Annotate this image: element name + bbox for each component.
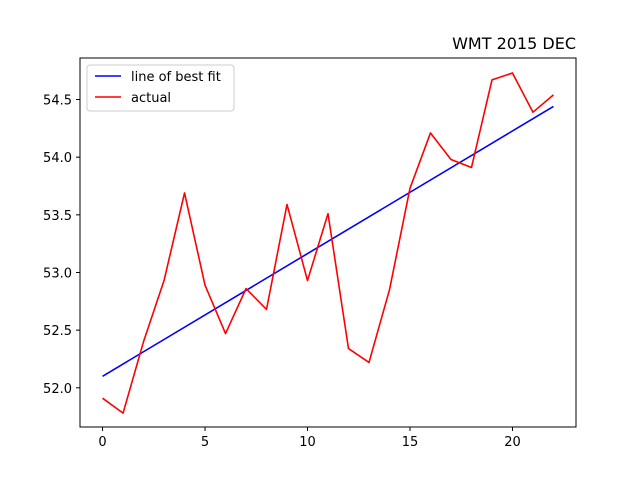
y-tick-label: 52.5	[43, 324, 72, 339]
legend-box	[86, 64, 235, 112]
series-line-1	[102, 72, 554, 414]
y-axis: 52.0 52.5 53.0 53.5 54.0 54.5	[43, 94, 80, 397]
x-axis: 0 5 10 15 20	[98, 427, 521, 450]
axes-frame	[79, 57, 577, 428]
x-tick-label: 15	[402, 435, 419, 450]
x-tick-label: 5	[201, 435, 209, 450]
y-tick-label: 54.5	[43, 94, 72, 109]
chart-title: WMT 2015 DEC	[452, 34, 576, 53]
x-tick-label: 10	[299, 435, 316, 450]
legend: line of best fit actual	[86, 64, 235, 112]
plot-area	[79, 57, 577, 428]
legend-label-1: actual	[131, 91, 171, 106]
legend-label-0: line of best fit	[131, 70, 221, 85]
x-tick-label: 20	[504, 435, 521, 450]
series-line-0	[102, 105, 554, 377]
y-tick-label: 53.0	[43, 266, 72, 281]
y-tick-label: 52.0	[43, 382, 72, 397]
x-tick-label: 0	[98, 435, 106, 450]
y-tick-label: 54.0	[43, 151, 72, 166]
y-tick-label: 53.5	[43, 209, 72, 224]
